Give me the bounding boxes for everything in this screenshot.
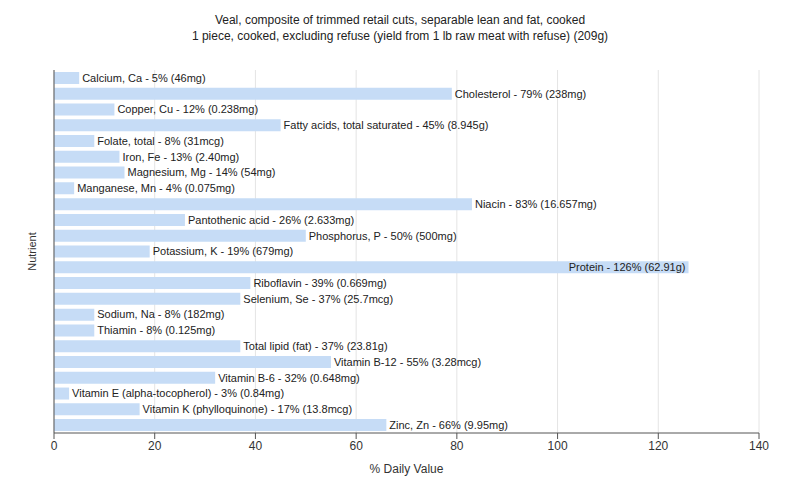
svg-text:Magnesium, Mg - 14% (54mg): Magnesium, Mg - 14% (54mg) — [128, 166, 276, 178]
svg-text:Vitamin B-6 - 32% (0.648mg): Vitamin B-6 - 32% (0.648mg) — [218, 372, 360, 384]
svg-text:20: 20 — [148, 439, 162, 453]
svg-text:Riboflavin - 39% (0.669mg): Riboflavin - 39% (0.669mg) — [253, 277, 386, 289]
svg-text:Niacin - 83% (16.657mg): Niacin - 83% (16.657mg) — [475, 198, 597, 210]
html-text:1 piece, cooked, excluding ref: 1 piece, cooked, excluding refuse (yield… — [191, 29, 609, 43]
svg-text:40: 40 — [249, 439, 263, 453]
svg-text:Total lipid (fat) - 37% (23.81: Total lipid (fat) - 37% (23.81g) — [243, 340, 387, 352]
svg-text:Nutrient: Nutrient — [26, 232, 38, 271]
svg-text:Zinc, Zn - 66% (9.95mg): Zinc, Zn - 66% (9.95mg) — [389, 419, 508, 431]
svg-text:Calcium, Ca - 5% (46mg): Calcium, Ca - 5% (46mg) — [82, 72, 205, 84]
svg-text:Cholesterol - 79% (238mg): Cholesterol - 79% (238mg) — [455, 88, 586, 100]
html-text:Veal, composite of trimmed ret: Veal, composite of trimmed retail cuts, … — [214, 13, 586, 27]
svg-text:80: 80 — [450, 439, 464, 453]
svg-text:Protein - 126% (62.91g): Protein - 126% (62.91g) — [569, 261, 686, 273]
svg-text:Phosphorus, P - 50% (500mg): Phosphorus, P - 50% (500mg) — [309, 230, 457, 242]
svg-text:Thiamin - 8% (0.125mg): Thiamin - 8% (0.125mg) — [97, 324, 215, 336]
svg-text:0: 0 — [51, 439, 58, 453]
svg-text:Potassium, K - 19% (679mg): Potassium, K - 19% (679mg) — [153, 245, 294, 257]
svg-text:Selenium, Se - 37% (25.7mcg): Selenium, Se - 37% (25.7mcg) — [243, 293, 393, 305]
svg-text:120: 120 — [648, 439, 668, 453]
svg-text:60: 60 — [349, 439, 363, 453]
svg-text:140: 140 — [749, 439, 769, 453]
svg-text:Manganese, Mn - 4% (0.075mg): Manganese, Mn - 4% (0.075mg) — [77, 182, 235, 194]
svg-text:Iron, Fe - 13% (2.40mg): Iron, Fe - 13% (2.40mg) — [122, 151, 239, 163]
svg-text:Vitamin B-12 - 55% (3.28mcg): Vitamin B-12 - 55% (3.28mcg) — [334, 356, 481, 368]
svg-text:Copper, Cu - 12% (0.238mg): Copper, Cu - 12% (0.238mg) — [117, 103, 258, 115]
svg-text:Folate, total - 8% (31mcg): Folate, total - 8% (31mcg) — [97, 135, 224, 147]
svg-text:Fatty acids, total saturated -: Fatty acids, total saturated - 45% (8.94… — [284, 119, 489, 131]
svg-text:100: 100 — [548, 439, 568, 453]
svg-text:Pantothenic acid - 26% (2.633m: Pantothenic acid - 26% (2.633mg) — [188, 214, 354, 226]
svg-text:Vitamin K (phylloquinone) - 17: Vitamin K (phylloquinone) - 17% (13.8mcg… — [143, 403, 353, 415]
svg-text:Sodium, Na - 8% (182mg): Sodium, Na - 8% (182mg) — [97, 308, 224, 320]
svg-text:% Daily Value: % Daily Value — [370, 462, 444, 476]
svg-text:Vitamin E (alpha-tocopherol) -: Vitamin E (alpha-tocopherol) - 3% (0.84m… — [72, 387, 284, 399]
